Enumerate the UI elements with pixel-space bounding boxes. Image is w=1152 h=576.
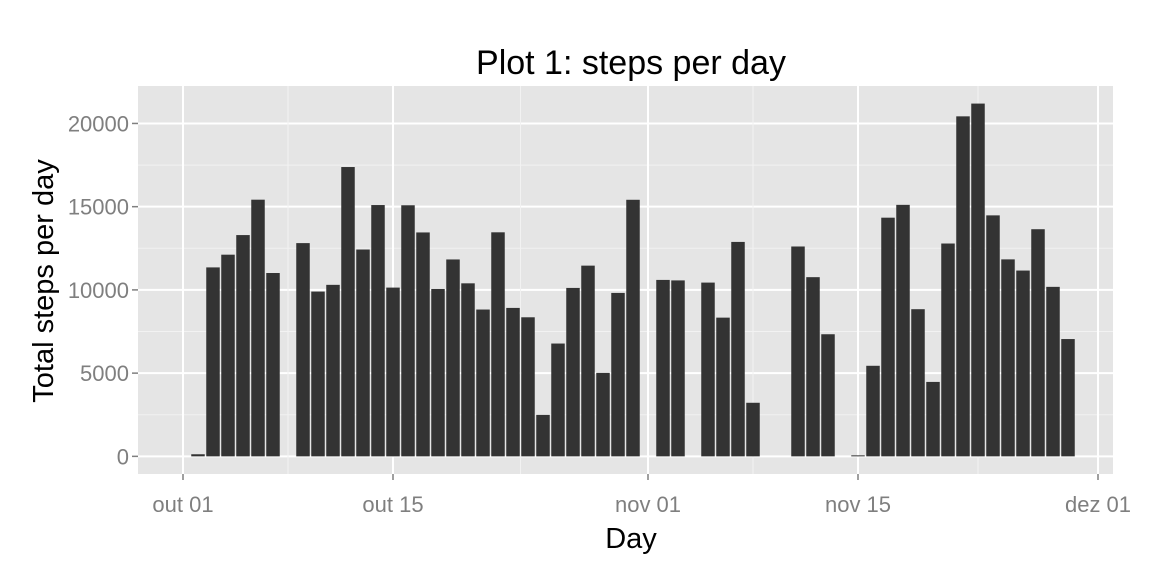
bar <box>236 235 250 457</box>
y-tick-label: 20000 <box>68 111 129 136</box>
bar <box>611 292 625 457</box>
bar <box>986 215 1000 457</box>
bar <box>431 288 445 457</box>
bar <box>1031 229 1045 457</box>
bar <box>671 280 685 457</box>
y-tick-label: 5000 <box>80 361 129 386</box>
bar <box>746 402 760 457</box>
bar <box>971 103 985 457</box>
bar <box>356 249 370 457</box>
bar <box>941 243 955 457</box>
bar <box>371 205 385 457</box>
bar <box>386 287 400 457</box>
bar <box>326 284 340 457</box>
bar <box>191 454 205 457</box>
bar <box>341 167 355 457</box>
bar <box>446 259 460 457</box>
bar <box>791 246 805 457</box>
bar <box>566 287 580 457</box>
y-axis: 0 5000 10000 15000 20000 <box>68 111 138 469</box>
bar <box>1046 286 1060 457</box>
bar <box>701 282 715 457</box>
y-axis-label: Total steps per day <box>28 159 60 403</box>
x-tick-label: dez 01 <box>1065 492 1131 517</box>
bar <box>506 307 520 457</box>
bar <box>206 267 220 457</box>
bar <box>311 291 325 457</box>
x-tick-label: nov 01 <box>615 492 681 517</box>
bar <box>491 232 505 457</box>
bar <box>851 455 865 457</box>
bar <box>521 317 535 457</box>
bar <box>1061 339 1075 457</box>
bar <box>821 334 835 457</box>
bar <box>536 414 550 457</box>
bar <box>551 343 565 457</box>
bars <box>191 103 1075 457</box>
bar <box>926 381 940 457</box>
bar <box>251 199 265 457</box>
bar <box>1016 270 1030 457</box>
bar <box>656 279 670 457</box>
x-tick-label: out 15 <box>362 492 423 517</box>
x-tick-label: nov 15 <box>825 492 891 517</box>
chart-title: Plot 1: steps per day <box>476 44 786 82</box>
bar <box>596 372 610 457</box>
bar <box>881 217 895 457</box>
bar <box>896 204 910 457</box>
bar <box>866 365 880 457</box>
y-tick-label: 0 <box>117 444 129 469</box>
x-axis-label: Day <box>605 523 657 555</box>
bar <box>581 265 595 457</box>
bar <box>716 317 730 457</box>
x-axis: out 01 out 15 nov 01 nov 15 dez 01 <box>152 474 1131 517</box>
bar <box>296 243 310 457</box>
bar <box>221 254 235 457</box>
bar <box>956 116 970 457</box>
bar <box>461 283 475 457</box>
bar <box>401 205 415 457</box>
x-tick-label: out 01 <box>152 492 213 517</box>
bar <box>416 232 430 457</box>
bar <box>266 273 280 457</box>
bar <box>626 199 640 457</box>
bar <box>806 277 820 457</box>
bar <box>731 241 745 457</box>
bar <box>476 309 490 457</box>
y-tick-label: 15000 <box>68 195 129 220</box>
bar <box>1001 259 1015 457</box>
y-tick-label: 10000 <box>68 278 129 303</box>
bar <box>911 309 925 457</box>
